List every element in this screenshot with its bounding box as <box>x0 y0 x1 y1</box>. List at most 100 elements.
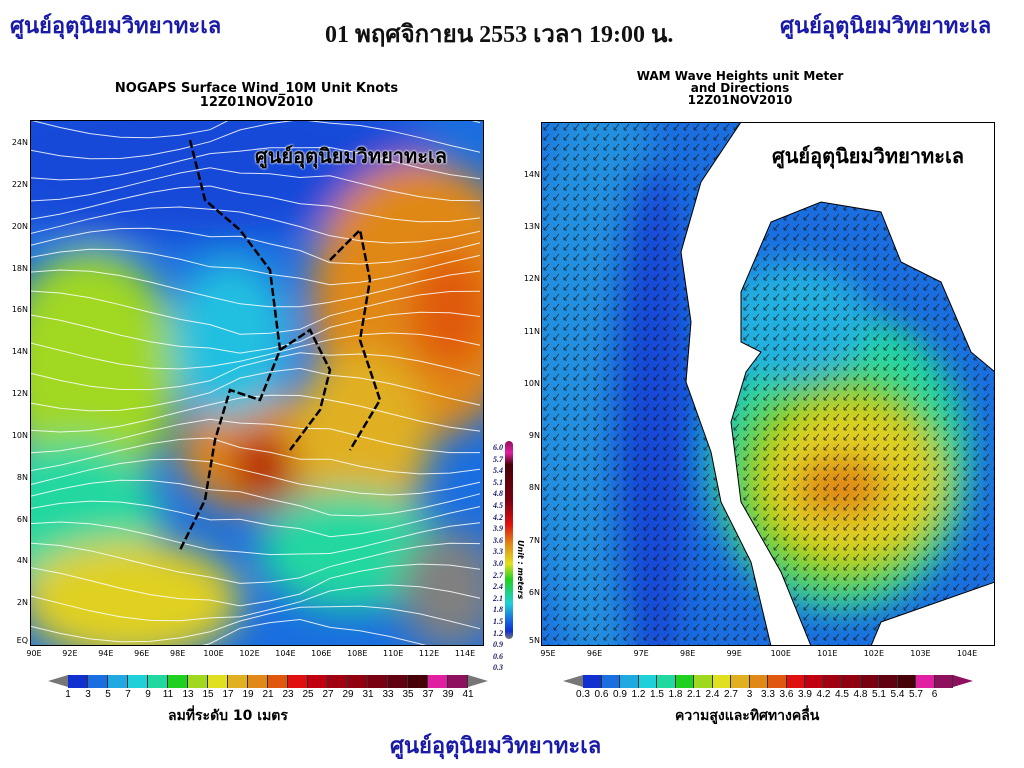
colorbar-swatch <box>934 675 953 688</box>
lat-tick-label: 6N <box>16 514 28 524</box>
vertical-colorbar-label: 3.0 <box>493 558 503 568</box>
lat-tick-label: 24N <box>11 138 28 147</box>
vertical-colorbar-label: 3.3 <box>493 547 503 557</box>
colorbar-swatch <box>712 675 731 688</box>
colorbar-label: 33 <box>382 689 394 700</box>
vertical-colorbar-label: 3.6 <box>493 535 503 545</box>
wave-colorbar-caption: ความสูงและทิศทางคลื่น <box>675 708 820 724</box>
vertical-colorbar-label: 3.9 <box>493 524 503 534</box>
vertical-colorbar-label: 1.8 <box>493 605 503 615</box>
wave-colorbar: 0.3 0.6 0.9 1.2 1.5 1.8 2.1 2.4 2.7 3 3.3 3.6 3.9 4.2… <box>563 675 973 700</box>
lat-tick-label: 22N <box>11 179 28 189</box>
colorbar-label: 5.4 <box>890 689 905 700</box>
lat-tick-label: 18N <box>11 263 28 273</box>
lat-tick-label: 7N <box>528 535 540 545</box>
lat-tick-label: 4N <box>16 556 28 566</box>
wind-title-line2: 12Z01NOV2010 <box>199 95 314 110</box>
colorbar-swatch <box>657 675 676 688</box>
colorbar-over-arrow <box>953 675 973 687</box>
streamline <box>30 542 481 584</box>
vertical-colorbar-label: 0.6 <box>493 651 503 661</box>
lon-tick-label: 103E <box>910 649 931 658</box>
streamline <box>30 269 481 308</box>
streamline <box>30 120 481 160</box>
streamline <box>30 120 481 139</box>
colorbar-swatch <box>916 675 935 688</box>
colorbar-under-arrow <box>48 675 68 687</box>
colorbar-swatch <box>88 675 108 688</box>
lon-tick-label: 94E <box>98 649 114 658</box>
lat-tick-label: 16N <box>11 305 28 315</box>
colorbar-label: 6 <box>931 689 938 700</box>
streamline <box>30 479 481 517</box>
colorbar-swatch <box>148 675 168 688</box>
streamline <box>30 500 481 538</box>
colorbar-label: 35 <box>402 689 414 700</box>
streamline <box>30 521 481 556</box>
colorbar-label: 13 <box>182 689 194 700</box>
colorbar-swatch <box>368 675 388 688</box>
streamline <box>30 227 481 265</box>
lon-tick-label: 99E <box>726 649 742 658</box>
colorbar-swatch <box>408 675 428 688</box>
colorbar-swatch <box>805 675 824 688</box>
vertical-colorbar-label: 0.3 <box>493 663 503 673</box>
wave-title-line1: WAM Wave Heights unit Meter <box>636 69 844 83</box>
colorbar-swatch <box>448 675 468 688</box>
lat-tick-label: 13N <box>523 222 540 232</box>
lon-tick-label: 95E <box>540 649 556 658</box>
colorbar-swatch <box>68 675 88 688</box>
lon-tick-label: 92E <box>62 649 78 658</box>
streamline <box>30 167 481 202</box>
vertical-colorbar-label: 5.7 <box>493 454 503 464</box>
streamline <box>30 146 481 181</box>
lon-tick-label: 102E <box>863 649 885 658</box>
wave-map-title: WAM Wave Heights unit Meter and Directio… <box>590 70 890 106</box>
colorbar-label: 0.9 <box>613 689 627 700</box>
colorbar-swatch <box>248 675 268 688</box>
lat-tick-label: 10N <box>11 430 28 440</box>
colorbar-label: 2.4 <box>705 689 720 700</box>
lon-tick-label: 114E <box>454 649 476 658</box>
lon-tick-label: 104E <box>956 649 978 658</box>
lon-tick-label: 108E <box>347 649 368 658</box>
colorbar-swatch <box>638 675 657 688</box>
colorbar-label: 31 <box>362 689 374 700</box>
vertical-colorbar-label: 5.1 <box>493 477 503 487</box>
wave-watermark: ศูนย์อุตุนิยมวิทยาทะเล <box>772 146 965 168</box>
lon-tick-label: 100E <box>203 649 224 658</box>
lat-tick-label: 14N <box>523 170 540 179</box>
colorbar-label: 0.3 <box>576 689 590 700</box>
colorbar-swatch <box>768 675 787 688</box>
colorbar-label: 3.3 <box>761 689 775 700</box>
colorbar-swatch <box>428 675 448 688</box>
colorbar-swatch <box>188 675 208 688</box>
lon-tick-label: 90E <box>26 649 42 658</box>
vertical-colorbar-label: 1.2 <box>493 628 503 638</box>
streamline <box>30 418 480 454</box>
vertical-colorbar-labels: 6.0 5.7 5.4 5.1 4.8 4.5 4.2 3.9 3.6 3.3 3.0 2.7 2.4 2… <box>486 442 503 674</box>
colorbar-label: 3.9 <box>798 689 812 700</box>
lat-tick-label: 8N <box>528 483 540 493</box>
streamline <box>30 605 481 643</box>
colorbar-swatch <box>328 675 348 688</box>
lon-tick-label: 98E <box>170 649 186 658</box>
colorbar-label: 7 <box>125 689 131 700</box>
streamline <box>30 290 481 335</box>
colorbar-swatch <box>694 675 713 688</box>
streamline <box>30 352 481 391</box>
lat-tick-label: 20N <box>11 221 28 231</box>
lon-tick-label: 101E <box>817 649 838 658</box>
wind-colorbar: 1 3 5 7 9 11 13 15 17 19 21 23 25 27 29 31 33 35 37 39 41 <box>48 675 488 700</box>
colorbar-over-arrow <box>468 675 488 687</box>
wind-streamlines <box>30 120 481 646</box>
colorbar-swatch <box>860 675 879 688</box>
colorbar-swatch <box>128 675 148 688</box>
datetime-title: 01 พฤศจิกายน 2553 เวลา 19:00 น. <box>325 22 674 48</box>
colorbar-label: 21 <box>262 689 274 700</box>
colorbar-swatch <box>308 675 328 688</box>
colorbar-swatch <box>108 675 128 688</box>
lat-tick-label: 9N <box>528 431 540 441</box>
colorbar-label: 5.1 <box>872 689 886 700</box>
colorbar-swatch <box>388 675 408 688</box>
